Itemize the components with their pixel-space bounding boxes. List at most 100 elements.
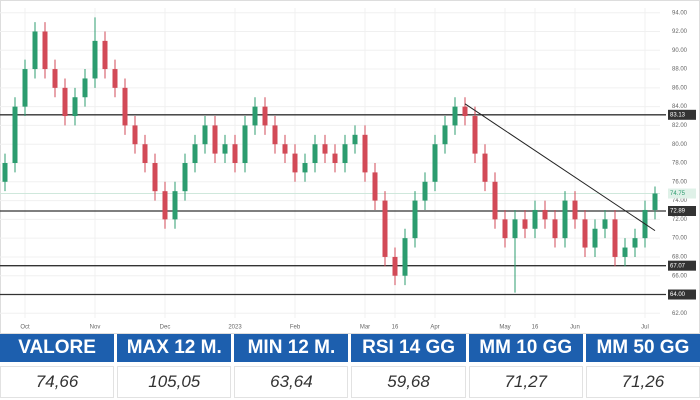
x-tick-label: 2023	[228, 325, 242, 331]
x-tick-label: Apr	[430, 325, 439, 331]
candle-body	[12, 106, 18, 163]
chart: 62.00 64.00 66.00 68.00 70.00 72.00 74.00 76.00…	[0, 0, 700, 334]
candle-body	[192, 144, 198, 163]
table-header: MM 10 GG	[468, 334, 583, 362]
candle-body	[242, 125, 248, 163]
candle-body	[112, 69, 118, 88]
candle-body	[372, 172, 378, 201]
candle-body	[212, 125, 218, 154]
candle-body	[472, 116, 478, 154]
y-tick-label: 92.00	[672, 29, 688, 35]
table-value: 71,26	[585, 365, 700, 398]
table-value: 71,27	[468, 365, 583, 398]
candle-body	[222, 144, 228, 154]
table-value: 74,66	[0, 365, 115, 398]
x-tick-label: Nov	[90, 325, 101, 331]
candle-body	[262, 106, 268, 126]
y-tick-label: 70.00	[672, 236, 688, 242]
table-value: 63,64	[234, 365, 349, 398]
candle-body	[102, 40, 108, 70]
stats-table: VALORE MAX 12 M. MIN 12 M. RSI 14 GG MM 10 G…	[0, 334, 700, 398]
level-label: 72.89	[670, 209, 686, 215]
x-tick-label: Jun	[570, 325, 580, 331]
candle-body	[422, 181, 428, 201]
x-tick-label: Jul	[641, 325, 649, 331]
candle-body	[272, 125, 278, 145]
table-header: RSI 14 GG	[351, 334, 466, 362]
level-box	[668, 260, 696, 271]
x-tick-label: Mar	[360, 325, 370, 331]
candle-body	[502, 219, 508, 239]
candle-body	[232, 144, 238, 163]
y-tick-label: 72.00	[672, 217, 688, 223]
candle-body	[432, 144, 438, 182]
candle-body	[92, 40, 98, 79]
y-tick-label: 88.00	[672, 67, 688, 73]
y-tick-label: 84.00	[672, 104, 688, 110]
table-header: MAX 12 M.	[117, 334, 232, 362]
candle-body	[202, 125, 208, 145]
level-label: 67.07	[670, 263, 686, 269]
candle-body	[2, 163, 8, 182]
candle-body	[82, 78, 88, 98]
candle-body	[302, 163, 308, 173]
candle-body	[312, 144, 318, 163]
y-tick-label: 66.00	[672, 273, 688, 279]
table-header: MIN 12 M.	[234, 334, 349, 362]
y-tick-label: 78.00	[672, 161, 688, 167]
candle-body	[42, 31, 48, 70]
level-label: 64.00	[670, 292, 686, 298]
y-tick-label: 76.00	[672, 179, 688, 185]
candle-body	[32, 31, 38, 70]
candle-body	[362, 134, 368, 173]
candle-body	[352, 134, 358, 145]
table-header: VALORE	[0, 334, 115, 362]
candle-body	[482, 153, 488, 182]
candle-body	[292, 153, 298, 173]
y-tick-label: 82.00	[672, 123, 688, 129]
x-tick-label: Oct	[20, 325, 30, 331]
candle-body	[392, 256, 398, 276]
x-tick-label: 16	[392, 325, 399, 331]
candle-body	[592, 228, 598, 248]
candle-body	[132, 125, 138, 145]
candle-body	[62, 87, 68, 117]
candle-body	[542, 209, 548, 220]
candle-body	[402, 238, 408, 276]
level-box	[668, 206, 696, 217]
candle-body	[602, 219, 608, 229]
table-header: MM 50 GG	[585, 334, 700, 362]
y-tick-label: 74.00	[672, 198, 688, 204]
candle-body	[52, 69, 58, 88]
last-price-label: 74.75	[670, 191, 686, 197]
y-tick-label: 68.00	[672, 255, 688, 261]
candle-body	[182, 163, 188, 192]
candle-body	[462, 106, 468, 117]
candle-body	[162, 191, 168, 220]
candle-body	[152, 163, 158, 192]
candle-body	[572, 200, 578, 220]
candle-body	[652, 193, 658, 210]
level-label: 83.13	[670, 112, 686, 118]
candle-body	[282, 144, 288, 154]
candle-body	[612, 219, 618, 257]
candle-body	[122, 87, 128, 126]
candle-body	[622, 247, 628, 257]
table-value: 105,05	[117, 365, 232, 398]
candle-body	[342, 144, 348, 163]
level-box	[668, 109, 696, 120]
x-tick-label: Feb	[290, 325, 301, 331]
y-tick-label: 90.00	[672, 48, 688, 54]
y-tick-label: 86.00	[672, 85, 688, 91]
candle-body	[252, 106, 258, 126]
candle-body	[142, 144, 148, 163]
candle-body	[72, 97, 78, 117]
candle-body	[582, 219, 588, 248]
candle-body	[492, 181, 498, 220]
candle-body	[442, 125, 448, 145]
candle-body	[22, 69, 28, 107]
y-tick-label: 62.00	[672, 311, 688, 317]
candle-body	[332, 153, 338, 163]
candle-body	[172, 191, 178, 220]
